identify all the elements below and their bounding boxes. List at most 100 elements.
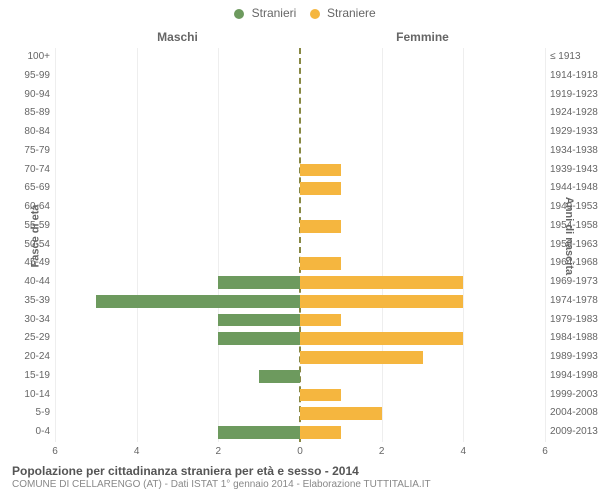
- birth-year-label: 1919-1923: [550, 86, 598, 105]
- chart-title: Popolazione per cittadinanza straniera p…: [12, 464, 588, 478]
- chart-row: [55, 236, 545, 255]
- birth-year-label: 1994-1998: [550, 367, 598, 386]
- birth-year-label: 1934-1938: [550, 142, 598, 161]
- chart-row: [55, 273, 545, 292]
- birth-year-label: 2004-2008: [550, 404, 598, 423]
- plot-area: [55, 48, 545, 442]
- age-label: 90-94: [0, 86, 50, 105]
- column-title-left: Maschi: [55, 30, 300, 44]
- chart-row: [55, 367, 545, 386]
- age-label: 60-64: [0, 198, 50, 217]
- age-label: 15-19: [0, 367, 50, 386]
- bar-female: [300, 164, 341, 177]
- chart-row: [55, 123, 545, 142]
- age-label: 50-54: [0, 236, 50, 255]
- age-label: 80-84: [0, 123, 50, 142]
- chart-row: [55, 423, 545, 442]
- bar-female: [300, 295, 463, 308]
- birth-year-label: 1974-1978: [550, 292, 598, 311]
- bar-male: [218, 314, 300, 327]
- age-label: 85-89: [0, 104, 50, 123]
- chart-row: [55, 329, 545, 348]
- birth-year-label: ≤ 1913: [550, 48, 581, 67]
- birth-year-label: 1984-1988: [550, 329, 598, 348]
- birth-year-label: 1914-1918: [550, 67, 598, 86]
- bar-female: [300, 276, 463, 289]
- bar-female: [300, 220, 341, 233]
- age-label: 65-69: [0, 179, 50, 198]
- age-label: 35-39: [0, 292, 50, 311]
- chart-row: [55, 217, 545, 236]
- birth-year-label: 1944-1948: [550, 179, 598, 198]
- age-label: 5-9: [0, 404, 50, 423]
- footer: Popolazione per cittadinanza straniera p…: [12, 464, 588, 490]
- birth-year-label: 2009-2013: [550, 423, 598, 442]
- birth-year-label: 1924-1928: [550, 104, 598, 123]
- birth-year-label: 1949-1953: [550, 198, 598, 217]
- age-label: 70-74: [0, 161, 50, 180]
- chart-row: [55, 104, 545, 123]
- chart-row: [55, 161, 545, 180]
- x-tick-label: 2: [372, 446, 392, 457]
- chart-row: [55, 142, 545, 161]
- bar-male: [218, 276, 300, 289]
- chart-row: [55, 386, 545, 405]
- birth-year-label: 1999-2003: [550, 386, 598, 405]
- birth-year-label: 1979-1983: [550, 311, 598, 330]
- age-label: 45-49: [0, 254, 50, 273]
- bar-female: [300, 314, 341, 327]
- legend: Stranieri Straniere: [0, 6, 600, 20]
- chart-row: [55, 311, 545, 330]
- legend-dot-male: [234, 9, 244, 19]
- age-label: 75-79: [0, 142, 50, 161]
- age-label: 100+: [0, 48, 50, 67]
- birth-year-label: 1964-1968: [550, 254, 598, 273]
- legend-dot-female: [310, 9, 320, 19]
- bar-male: [259, 370, 300, 383]
- birth-year-label: 1929-1933: [550, 123, 598, 142]
- birth-year-label: 1954-1958: [550, 217, 598, 236]
- bar-female: [300, 389, 341, 402]
- birth-year-label: 1989-1993: [550, 348, 598, 367]
- birth-year-label: 1939-1943: [550, 161, 598, 180]
- age-label: 95-99: [0, 67, 50, 86]
- legend-label-female: Straniere: [327, 6, 376, 20]
- age-label: 40-44: [0, 273, 50, 292]
- x-tick-label: 6: [535, 446, 555, 457]
- bar-male: [218, 332, 300, 345]
- chart-row: [55, 67, 545, 86]
- bar-female: [300, 182, 341, 195]
- bar-female: [300, 351, 423, 364]
- chart-row: [55, 254, 545, 273]
- chart-row: [55, 48, 545, 67]
- legend-label-male: Stranieri: [252, 6, 297, 20]
- age-label: 0-4: [0, 423, 50, 442]
- bar-female: [300, 332, 463, 345]
- bar-male: [218, 426, 300, 439]
- x-tick-label: 4: [127, 446, 147, 457]
- bar-female: [300, 426, 341, 439]
- age-label: 55-59: [0, 217, 50, 236]
- chart-row: [55, 179, 545, 198]
- chart-row: [55, 292, 545, 311]
- age-label: 30-34: [0, 311, 50, 330]
- bar-female: [300, 257, 341, 270]
- bar-female: [300, 407, 382, 420]
- x-tick-label: 0: [290, 446, 310, 457]
- chart-row: [55, 198, 545, 217]
- population-pyramid-chart: Stranieri Straniere Maschi Femmine Fasce…: [0, 0, 600, 500]
- age-label: 25-29: [0, 329, 50, 348]
- column-title-right: Femmine: [300, 30, 545, 44]
- bar-male: [96, 295, 300, 308]
- x-tick-label: 2: [208, 446, 228, 457]
- birth-year-label: 1959-1963: [550, 236, 598, 255]
- chart-row: [55, 86, 545, 105]
- age-label: 10-14: [0, 386, 50, 405]
- chart-subtitle: COMUNE DI CELLARENGO (AT) - Dati ISTAT 1…: [12, 479, 588, 490]
- chart-row: [55, 404, 545, 423]
- x-tick-label: 4: [453, 446, 473, 457]
- x-tick-label: 6: [45, 446, 65, 457]
- age-label: 20-24: [0, 348, 50, 367]
- chart-row: [55, 348, 545, 367]
- birth-year-label: 1969-1973: [550, 273, 598, 292]
